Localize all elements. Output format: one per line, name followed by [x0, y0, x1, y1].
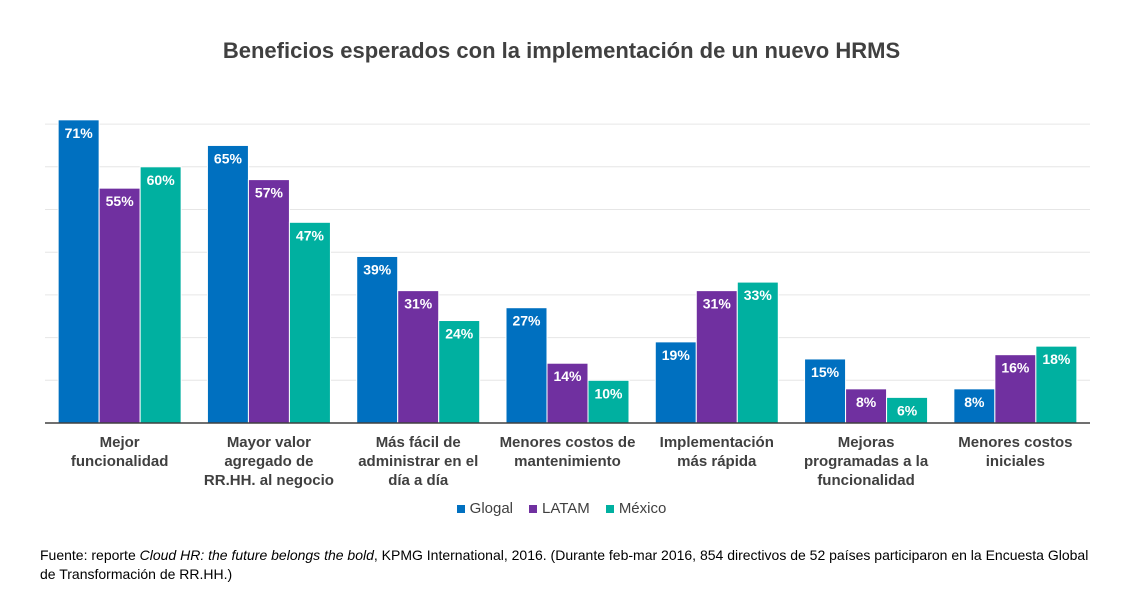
bar — [695, 290, 738, 424]
legend-label: México — [618, 500, 667, 517]
data-label: 10% — [594, 385, 623, 401]
category-label: iniciales — [986, 453, 1045, 470]
category-label: Menores costos de — [500, 434, 636, 451]
category-label: mantenimiento — [514, 453, 621, 470]
data-label: 24% — [445, 326, 474, 342]
data-label: 65% — [214, 150, 243, 166]
bar — [98, 187, 141, 424]
bar — [736, 281, 779, 424]
bar — [57, 119, 100, 424]
bar — [1035, 345, 1078, 424]
data-label: 8% — [856, 394, 877, 410]
data-label: 55% — [106, 193, 135, 209]
bar — [206, 144, 249, 424]
footnote: Fuente: reporte Cloud HR: the future bel… — [40, 546, 1100, 584]
category-label: agregado de — [224, 453, 313, 470]
category-label: administrar en el — [358, 453, 478, 470]
data-label: 31% — [703, 296, 732, 312]
category-label: programadas a la — [804, 453, 929, 470]
data-label: 57% — [255, 185, 284, 201]
bar — [654, 341, 697, 424]
data-label: 60% — [147, 172, 176, 188]
data-label: 39% — [363, 261, 392, 277]
legend-label: LATAM — [542, 500, 590, 517]
bar — [845, 388, 888, 424]
bar — [438, 320, 481, 424]
category-label: Menores costos — [958, 434, 1072, 451]
data-label: 14% — [553, 368, 582, 384]
legend-label: Glogal — [469, 500, 514, 517]
data-label: 71% — [65, 125, 94, 141]
category-label: Mayor valor — [227, 434, 311, 451]
bar — [247, 179, 290, 424]
data-label: 19% — [662, 347, 691, 363]
category-label: Más fácil de — [376, 434, 461, 451]
legend-swatch — [456, 505, 465, 513]
bar-chart: 71% 55% 60% Mejor funcionalidad 65% 57% 47% Mayo… — [45, 119, 1090, 489]
category-label: Mejor — [100, 434, 140, 451]
category-label: Implementación — [660, 434, 774, 451]
footnote-pre: Fuente: reporte — [40, 547, 140, 563]
data-label: 33% — [744, 287, 773, 303]
bar — [546, 362, 589, 424]
bar — [356, 255, 399, 424]
data-label: 47% — [296, 227, 325, 243]
category-label: Mejoras — [838, 434, 895, 451]
category-label: funcionalidad — [71, 453, 169, 470]
category-label: funcionalidad — [817, 472, 915, 489]
bar — [139, 166, 182, 424]
data-label: 16% — [1001, 360, 1030, 376]
bar — [994, 354, 1037, 424]
data-label: 18% — [1042, 351, 1071, 367]
legend-swatch — [529, 505, 538, 513]
data-label: 27% — [512, 313, 541, 329]
bar — [886, 396, 929, 424]
bar — [288, 221, 331, 424]
category-label: día a día — [388, 472, 449, 489]
bar — [587, 379, 630, 424]
category-label: RR.HH. al negocio — [204, 472, 334, 489]
legend-item: México — [605, 500, 667, 517]
legend: Glogal LATAM México — [0, 500, 1123, 517]
footnote-italic: Cloud HR: the future belongs the bold — [139, 547, 374, 563]
legend-item: LATAM — [529, 500, 590, 517]
chart-title: Beneficios esperados con la implementaci… — [222, 38, 901, 63]
footnote-post: , KPMG International, 2016. (Durante feb… — [40, 547, 1089, 582]
category-label: más rápida — [677, 453, 757, 470]
legend-item: Glogal — [456, 500, 514, 517]
data-label: 15% — [811, 364, 840, 380]
data-label: 31% — [404, 296, 433, 312]
data-label: 6% — [897, 402, 918, 418]
data-label: 8% — [964, 394, 985, 410]
legend-swatch — [605, 505, 614, 513]
